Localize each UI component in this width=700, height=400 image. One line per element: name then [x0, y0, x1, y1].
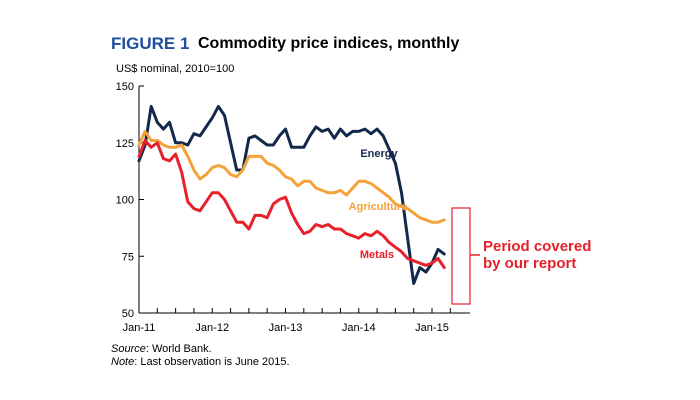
- footnote: Note: Last observation is June 2015.: [111, 356, 290, 368]
- x-tick-label-jan-15: Jan-15: [415, 322, 449, 334]
- x-tick-label-jan-12: Jan-12: [195, 322, 229, 334]
- y-tick-label-125: 125: [116, 138, 134, 150]
- callout-line-2: by our report: [483, 255, 577, 272]
- y-tick-label-50: 50: [122, 308, 134, 320]
- x-tick-label-jan-13: Jan-13: [269, 322, 303, 334]
- series-line-agriculture: [137, 129, 446, 224]
- note-text: : Last observation is June 2015.: [134, 356, 290, 368]
- note-label: Note: [111, 356, 135, 368]
- y-tick-label-150: 150: [116, 81, 134, 93]
- x-tick-label-jan-14: Jan-14: [342, 322, 376, 334]
- callout-line-1: Period covered: [483, 238, 592, 255]
- series-label-energy: Energy: [360, 148, 398, 160]
- series-label-metals: Metals: [360, 249, 394, 261]
- series-line-energy: [137, 104, 446, 285]
- source-text: : World Bank.: [145, 343, 212, 355]
- x-tick-label-jan-11: Jan-11: [123, 322, 156, 334]
- source-label: Source: [111, 343, 146, 355]
- chart-title: Commodity price indices, monthly: [198, 35, 460, 52]
- series-line-metals: [137, 139, 446, 270]
- y-axis-units: US$ nominal, 2010=100: [116, 63, 235, 75]
- highlight-period-box: [451, 207, 471, 305]
- y-tick-label-75: 75: [122, 251, 134, 263]
- period-callout: Period covered by our report: [483, 238, 591, 272]
- y-tick-label-100: 100: [116, 195, 134, 207]
- series-label-agriculture: Agriculture: [349, 201, 408, 213]
- figure-label: FIGURE 1: [111, 34, 190, 53]
- source-note: Source: World Bank.: [111, 343, 212, 355]
